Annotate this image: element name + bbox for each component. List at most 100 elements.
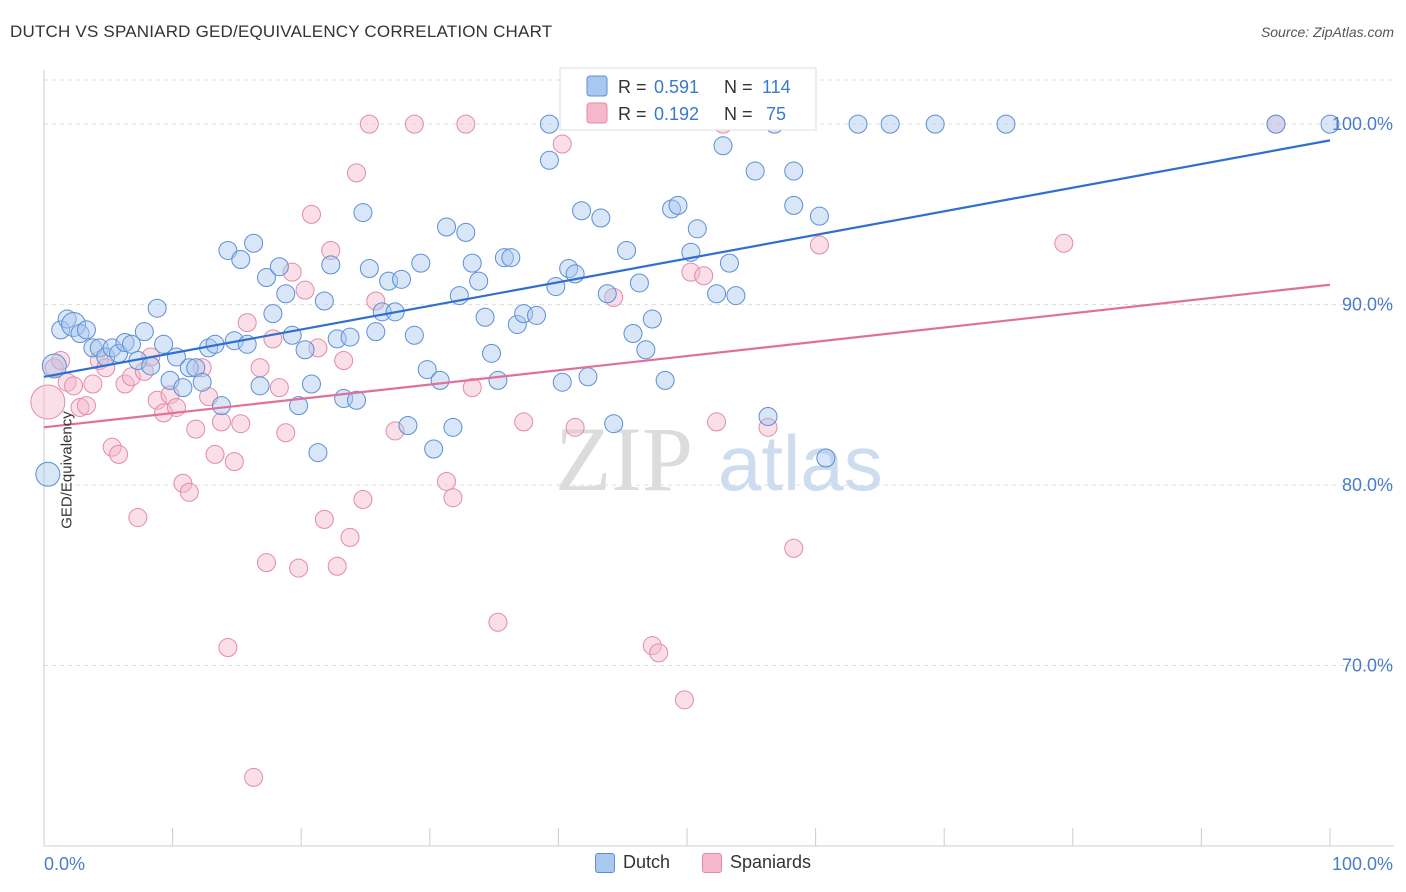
dutch-point [636, 340, 656, 360]
legend-label-spaniards: Spaniards [729, 852, 812, 872]
dutch-point [314, 291, 334, 311]
spaniards-point [552, 134, 572, 154]
dutch-point [668, 195, 688, 215]
dutch-point [507, 314, 527, 334]
spaniards-point [462, 378, 482, 398]
spaniards-point [244, 767, 264, 787]
spaniards-point [758, 417, 778, 437]
dutch-point [604, 414, 624, 434]
spaniards-point [218, 637, 238, 657]
dutch-point [745, 161, 765, 181]
dutch-point [430, 370, 450, 390]
spaniards-point [269, 378, 289, 398]
spaniards-point [30, 384, 66, 420]
spaniards-point [404, 114, 424, 134]
spaniards-point [199, 387, 219, 407]
spaniards-point [456, 114, 476, 134]
legend-label-dutch: Dutch [622, 852, 670, 872]
legend-n-label: N = [724, 77, 753, 97]
dutch-point [289, 396, 309, 416]
dutch-point [173, 378, 193, 398]
spaniards-point [134, 361, 154, 381]
dutch-point [443, 417, 463, 437]
dutch-point [816, 448, 836, 468]
spaniards-point [109, 444, 129, 464]
spaniards-point [51, 351, 71, 371]
dutch-point [559, 259, 579, 279]
spaniards-point [353, 490, 373, 510]
dutch-point [211, 396, 231, 416]
legend-r-value: 0.192 [654, 104, 699, 124]
dutch-point [482, 343, 502, 363]
dutch-point [102, 338, 122, 358]
dutch-point [848, 114, 868, 134]
dutch-point [134, 322, 154, 342]
spaniards-point [70, 397, 90, 417]
legend-n-value: 75 [766, 104, 786, 124]
spaniards-point [295, 280, 315, 300]
spaniards-trendline [43, 283, 1331, 429]
trendlines [43, 139, 1331, 429]
y-tick-label: 70.0% [1342, 656, 1393, 676]
spaniards-point [205, 444, 225, 464]
spaniards-point [565, 417, 585, 437]
dutch-point [41, 353, 67, 379]
dutch-point [539, 114, 559, 134]
legend-item-dutch[interactable]: Dutch [594, 852, 670, 873]
y-tick-label: 90.0% [1342, 295, 1393, 315]
dutch-point [192, 372, 212, 392]
dutch-point [784, 195, 804, 215]
legend-r-label: R = [618, 77, 647, 97]
series-spaniards-points [30, 114, 1286, 787]
spaniards-point [340, 527, 360, 547]
dutch-point [655, 370, 675, 390]
legend-swatch-spaniards [586, 102, 608, 124]
spaniards-point [359, 114, 379, 134]
spaniards-point [681, 262, 701, 282]
dutch-point [417, 360, 437, 380]
dutch-point [244, 233, 264, 253]
spaniards-point [186, 419, 206, 439]
spaniards-point [366, 291, 386, 311]
dutch-point [591, 208, 611, 228]
dutch-point [539, 150, 559, 170]
x-tick-label: 0.0% [44, 854, 85, 874]
spaniards-point [694, 266, 714, 286]
dutch-point [186, 358, 206, 378]
spaniards-point [179, 482, 199, 502]
spaniards-point [314, 509, 334, 529]
spaniards-point [707, 412, 727, 432]
dutch-point [642, 309, 662, 329]
dutch-point [301, 374, 321, 394]
dutch-point [996, 114, 1016, 134]
spaniards-point [121, 367, 141, 387]
dutch-point [411, 253, 431, 273]
dutch-point [51, 320, 71, 340]
series-legend: Dutch Spaniards [0, 852, 1406, 873]
spaniards-point [250, 358, 270, 378]
dutch-point [456, 222, 476, 242]
dutch-point [179, 358, 199, 378]
legend-item-spaniards[interactable]: Spaniards [701, 852, 812, 873]
y-tick-label: 100.0% [1332, 114, 1393, 134]
dutch-point [353, 203, 373, 223]
y-tick-label: 80.0% [1342, 475, 1393, 495]
spaniards-point [115, 374, 135, 394]
spaniards-point [102, 437, 122, 457]
dutch-point [231, 249, 251, 269]
dutch-point [121, 334, 141, 354]
dutch-point [687, 219, 707, 239]
dutch-point [546, 277, 566, 297]
dutch-point [35, 461, 61, 487]
dutch-point [295, 340, 315, 360]
dutch-point [662, 199, 682, 219]
dutch-point [141, 356, 161, 376]
spaniards-point [784, 538, 804, 558]
spaniards-point [514, 412, 534, 432]
axes [43, 70, 1394, 847]
dutch-point [552, 372, 572, 392]
dutch-point [346, 390, 366, 410]
dutch-point [250, 376, 270, 396]
spaniards-point [674, 690, 694, 710]
